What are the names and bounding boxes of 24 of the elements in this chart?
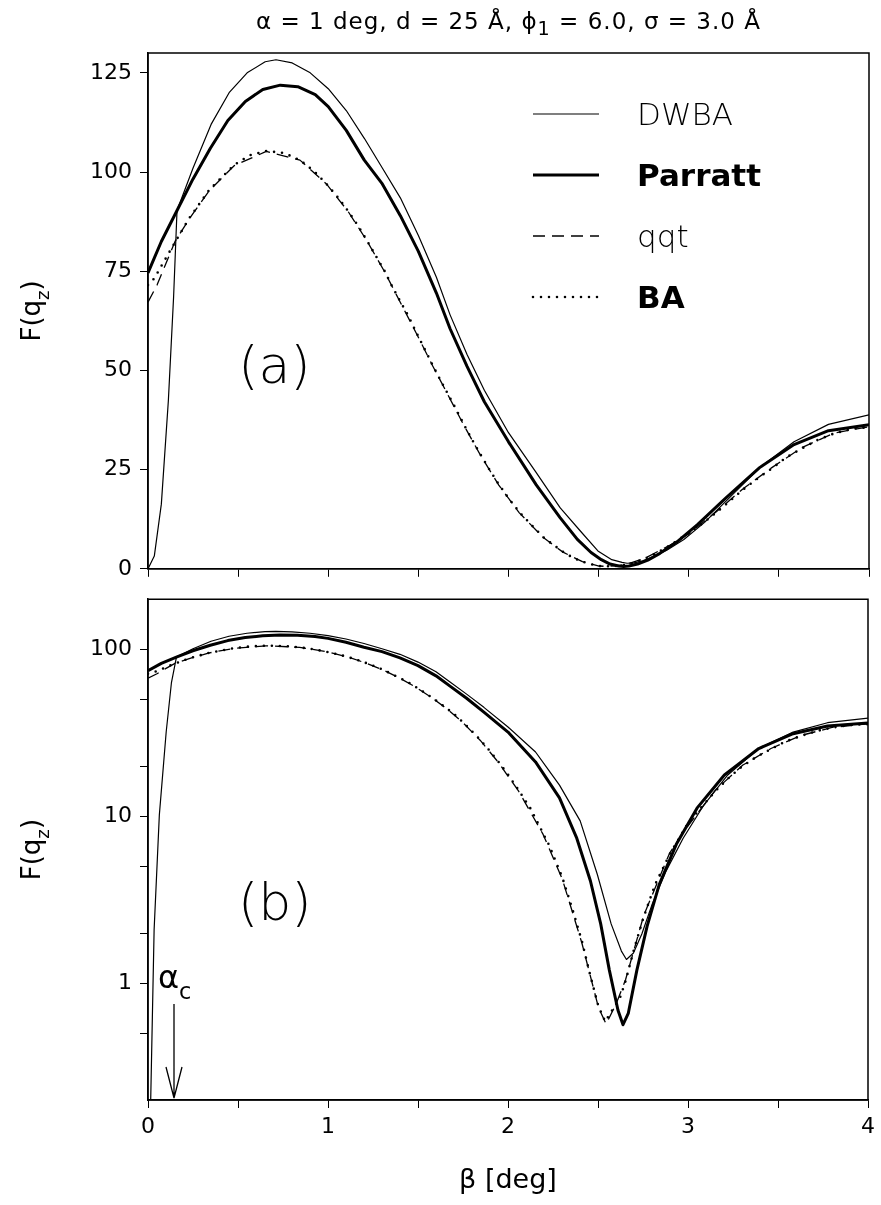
- x-tick-label: 3: [681, 1112, 695, 1138]
- x-axis-title: β [deg]: [459, 1162, 557, 1194]
- y-tick-label: 75: [104, 256, 132, 282]
- y-tick-label: 1: [118, 969, 132, 995]
- x-tick-label: 2: [501, 1112, 515, 1138]
- legend-label: DWBA: [637, 95, 734, 132]
- x-tick-label: 4: [861, 1112, 875, 1138]
- y-axis-title: F(qz): [16, 818, 54, 881]
- annotation: (a): [238, 335, 311, 396]
- y-tick-label: 10: [104, 802, 132, 828]
- y-tick-label: 25: [104, 455, 132, 481]
- y-tick-label: 100: [90, 157, 132, 183]
- chart-title: α = 1 deg, d = 25 Å, ϕ$_{1}$ = 6.0, σ = 3.0 Å: [255, 8, 762, 40]
- x-tick-label: 1: [321, 1112, 335, 1138]
- y-tick-label: 50: [104, 356, 132, 382]
- y-tick-label: 100: [90, 635, 132, 661]
- y-axis-title: F(qz): [16, 280, 54, 342]
- legend-label: BA: [637, 278, 685, 315]
- y-tick-label: 125: [90, 58, 132, 84]
- legend-label: Parratt: [637, 156, 761, 193]
- annotation: (b): [238, 871, 312, 932]
- x-tick-label: 0: [141, 1112, 155, 1138]
- legend-label: qqt: [637, 217, 689, 254]
- y-tick-label: 0: [118, 554, 132, 580]
